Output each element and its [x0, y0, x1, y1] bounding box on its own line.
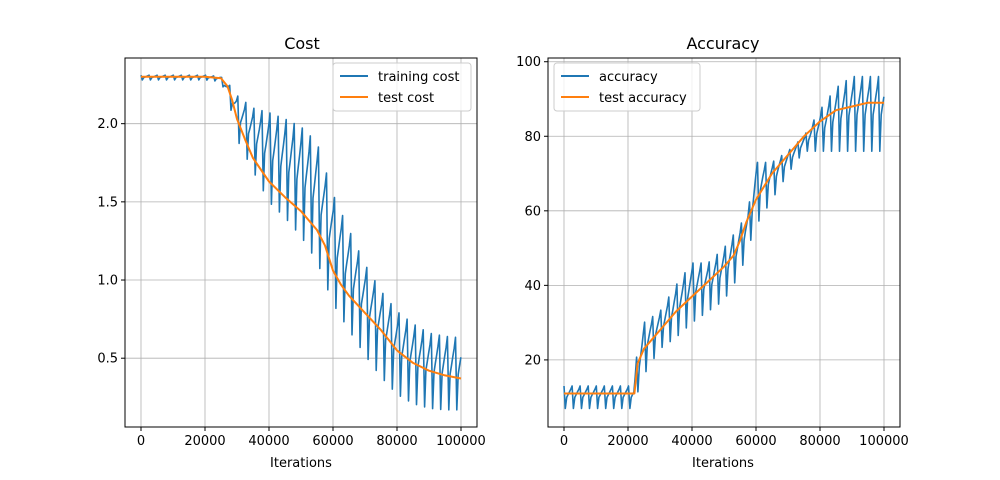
- x-tick-label: 80000: [799, 434, 840, 449]
- y-tick-label: 60: [524, 204, 541, 219]
- series-line-accuracy: [563, 75, 885, 410]
- x-tick-label: 100000: [859, 434, 909, 449]
- legend-label-accuracy: accuracy: [599, 70, 658, 85]
- y-tick-label: 100: [516, 55, 541, 70]
- x-tick-label: 20000: [607, 434, 648, 449]
- y-tick-label: 0.5: [97, 352, 118, 367]
- series-line-training-cost: [140, 74, 462, 411]
- x-tick-label: 60000: [735, 434, 776, 449]
- y-tick-label: 1.5: [97, 195, 118, 210]
- series-line-test-cost: [141, 75, 462, 380]
- y-tick-label: 1.0: [97, 274, 118, 289]
- plot-area: [547, 57, 901, 428]
- y-tick-label: 20: [524, 353, 541, 368]
- chart-title: Accuracy: [686, 34, 759, 53]
- x-tick-label: 0: [560, 434, 568, 449]
- y-tick-label: 2.0: [97, 117, 118, 132]
- x-axis-label: Iterations: [692, 456, 754, 471]
- legend-label-test-accuracy: test accuracy: [599, 91, 687, 106]
- x-tick-label: 100000: [436, 434, 486, 449]
- x-tick-label: 80000: [376, 434, 417, 449]
- x-tick-label: 40000: [248, 434, 289, 449]
- y-tick-label: 40: [524, 279, 541, 294]
- chart-title: Cost: [284, 34, 320, 53]
- legend: training cost test cost: [332, 62, 472, 112]
- accuracy-chart: Accuracy 0 20000 40000 60000 80000 100000 20 40…: [516, 34, 909, 471]
- x-tick-label: 40000: [671, 434, 712, 449]
- x-tick-label: 60000: [312, 434, 353, 449]
- legend-label-training-cost: training cost: [378, 70, 459, 85]
- legend: accuracy test accuracy: [553, 62, 701, 112]
- x-axis-label: Iterations: [270, 456, 332, 471]
- series-line-test-accuracy: [564, 101, 884, 395]
- plot-area: [124, 57, 478, 428]
- legend-box: [553, 62, 701, 112]
- cost-chart: Cost 0 20000 40000 60000 80000 100000 0.5 1.0 1.…: [97, 34, 486, 471]
- x-tick-label: 0: [137, 434, 145, 449]
- legend-label-test-cost: test cost: [378, 91, 434, 106]
- y-tick-label: 80: [524, 130, 541, 145]
- x-tick-label: 20000: [184, 434, 225, 449]
